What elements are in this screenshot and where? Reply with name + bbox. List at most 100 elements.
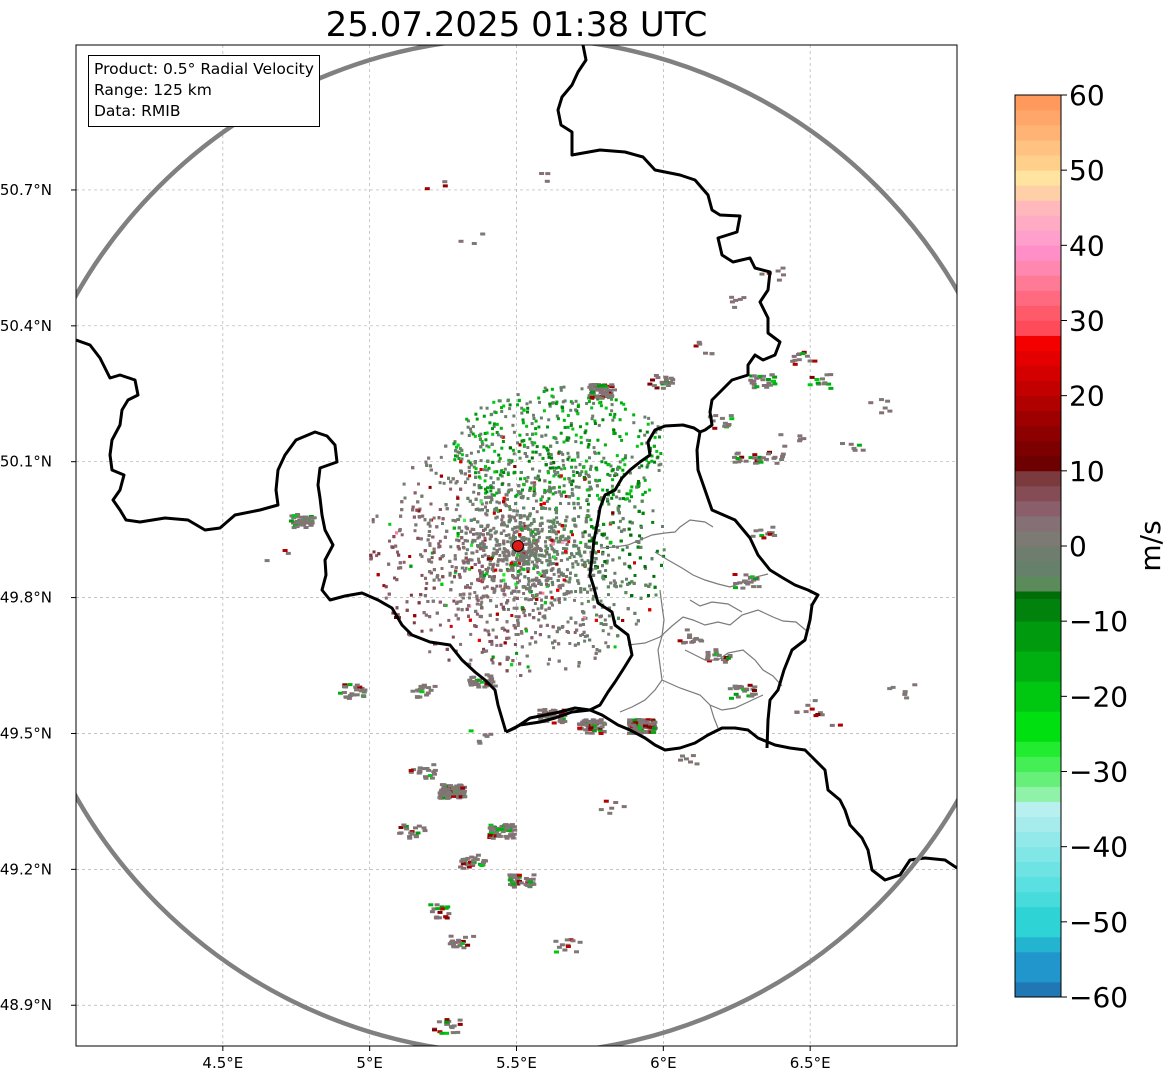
- echo-pixel: [535, 546, 539, 550]
- echo-pixel: [479, 542, 483, 546]
- echo-pixel: [494, 832, 500, 836]
- echo-pixel: [583, 431, 587, 435]
- echo-pixel: [621, 497, 625, 500]
- echo-pixel: [550, 547, 554, 551]
- echo-pixel: [583, 477, 587, 481]
- echo-pixel: [454, 569, 458, 573]
- y-axis-ticks: 50.7°N50.4°N50.1°N49.8°N49.5°N49.2°N48.9…: [0, 181, 76, 1014]
- echo-pixel: [429, 571, 433, 575]
- echo-pixel: [551, 641, 554, 645]
- echo-pixel: [546, 425, 549, 429]
- echo-pixel: [594, 566, 598, 570]
- echo-pixel: [502, 542, 506, 546]
- echo-pixel: [420, 554, 424, 558]
- echo-pixel: [485, 444, 489, 448]
- echo-pixel: [577, 546, 581, 550]
- echo-pixel: [577, 940, 583, 944]
- echo-pixel: [518, 662, 522, 666]
- echo-pixel: [481, 554, 485, 558]
- echo-pixel: [291, 516, 297, 520]
- echo-pixel: [530, 551, 533, 555]
- echo-pixel: [563, 597, 567, 601]
- echo-pixel: [508, 460, 512, 464]
- echo-pixel: [477, 470, 481, 474]
- echo-pixel: [511, 832, 517, 836]
- echo-pixel: [454, 566, 458, 569]
- echo-pixel: [813, 714, 819, 718]
- echo-pixel: [518, 555, 522, 558]
- echo-pixel: [540, 598, 543, 602]
- echo-pixel: [556, 552, 560, 556]
- echo-pixel: [522, 567, 526, 571]
- echo-pixel: [454, 945, 460, 949]
- echo-pixel: [586, 559, 590, 563]
- echo-pixel: [712, 426, 718, 430]
- echo-pixel: [452, 526, 456, 530]
- echo-pixel: [554, 437, 558, 441]
- echo-pixel: [493, 831, 499, 834]
- echo-pixel: [471, 502, 475, 506]
- echo-pixel: [502, 500, 506, 504]
- echo-pixel: [566, 451, 570, 455]
- echo-pixel: [522, 537, 526, 541]
- echo-pixel: [514, 519, 518, 523]
- echo-pixel: [504, 585, 508, 589]
- echo-pixel: [525, 629, 528, 633]
- echo-pixel: [518, 456, 522, 460]
- echo-pixel: [502, 496, 506, 500]
- echo-pixel: [506, 473, 510, 476]
- echo-pixel: [540, 606, 544, 610]
- echo-pixel: [735, 695, 741, 699]
- echo-pixel: [454, 613, 458, 617]
- echo-pixel: [502, 471, 506, 474]
- echo-pixel: [509, 561, 513, 565]
- echo-pixel: [538, 478, 541, 482]
- echo-pixel: [552, 539, 556, 543]
- echo-pixel: [432, 578, 436, 582]
- echo-pixel: [660, 386, 666, 390]
- echo-pixel: [647, 461, 651, 465]
- echo-pixel: [457, 1022, 463, 1026]
- echo-pixel: [456, 607, 460, 611]
- echo-pixel: [635, 485, 639, 489]
- echo-pixel: [541, 569, 545, 573]
- echo-pixel: [436, 916, 442, 920]
- echo-pixel: [494, 635, 498, 639]
- echo-pixel: [484, 527, 487, 531]
- echo-pixel: [597, 550, 600, 553]
- echo-pixel: [371, 518, 375, 522]
- echo-pixel: [605, 488, 609, 492]
- echo-pixel: [430, 560, 434, 564]
- echo-pixel: [432, 516, 436, 520]
- echo-pixel: [574, 950, 579, 954]
- echo-pixel: [520, 537, 524, 541]
- echo-pixel: [420, 494, 424, 498]
- echo-pixel: [479, 406, 483, 410]
- echo-pixel: [476, 685, 482, 689]
- echo-pixel: [545, 499, 549, 503]
- echo-pixel: [528, 514, 532, 518]
- echo-pixel: [417, 509, 421, 513]
- echo-pixel: [653, 460, 657, 464]
- echo-pixel: [453, 575, 456, 579]
- echo-pixel: [477, 741, 483, 745]
- echo-pixel: [427, 530, 431, 533]
- echo-pixel: [282, 549, 288, 552]
- echo-pixel: [526, 515, 530, 519]
- echo-pixel: [482, 548, 486, 552]
- echo-pixel: [571, 427, 575, 431]
- echo-pixel: [393, 576, 396, 580]
- echo-pixel: [837, 723, 843, 727]
- echo-pixel: [471, 934, 477, 938]
- echo-pixel: [526, 497, 530, 500]
- echo-pixel: [751, 382, 757, 386]
- echo-pixel: [519, 515, 523, 519]
- colorbar-bands: [1015, 95, 1061, 998]
- echo-pixel: [548, 530, 551, 533]
- echo-pixel: [288, 519, 294, 523]
- echo-pixel: [608, 474, 612, 477]
- echo-pixel: [581, 531, 585, 535]
- echo-pixel: [560, 405, 564, 409]
- echo-pixel: [437, 796, 443, 800]
- echo-pixel: [413, 614, 417, 618]
